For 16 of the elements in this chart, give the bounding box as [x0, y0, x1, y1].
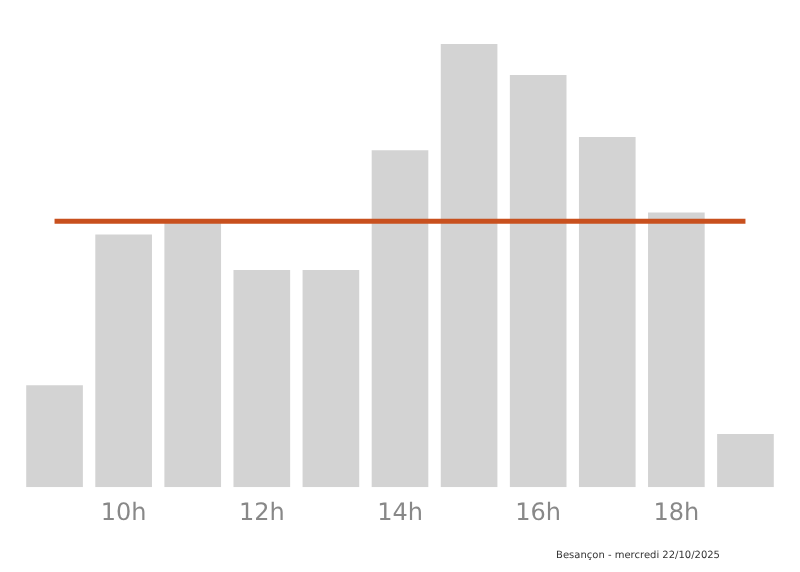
x-tick-label: 14h [377, 497, 423, 526]
bar [717, 434, 774, 488]
x-tick-label: 12h [238, 497, 285, 526]
bar [164, 221, 222, 488]
bar [26, 385, 83, 488]
x-tick-label: 10h [100, 497, 147, 526]
bar [302, 270, 360, 488]
bar [233, 270, 291, 488]
bar [95, 234, 152, 488]
x-tick-label: 16h [515, 497, 562, 526]
x-tick-label: 18h [653, 497, 700, 526]
bar [371, 150, 429, 488]
bar [440, 44, 498, 488]
bar [578, 137, 636, 488]
bar [648, 212, 705, 488]
bar [509, 75, 567, 488]
